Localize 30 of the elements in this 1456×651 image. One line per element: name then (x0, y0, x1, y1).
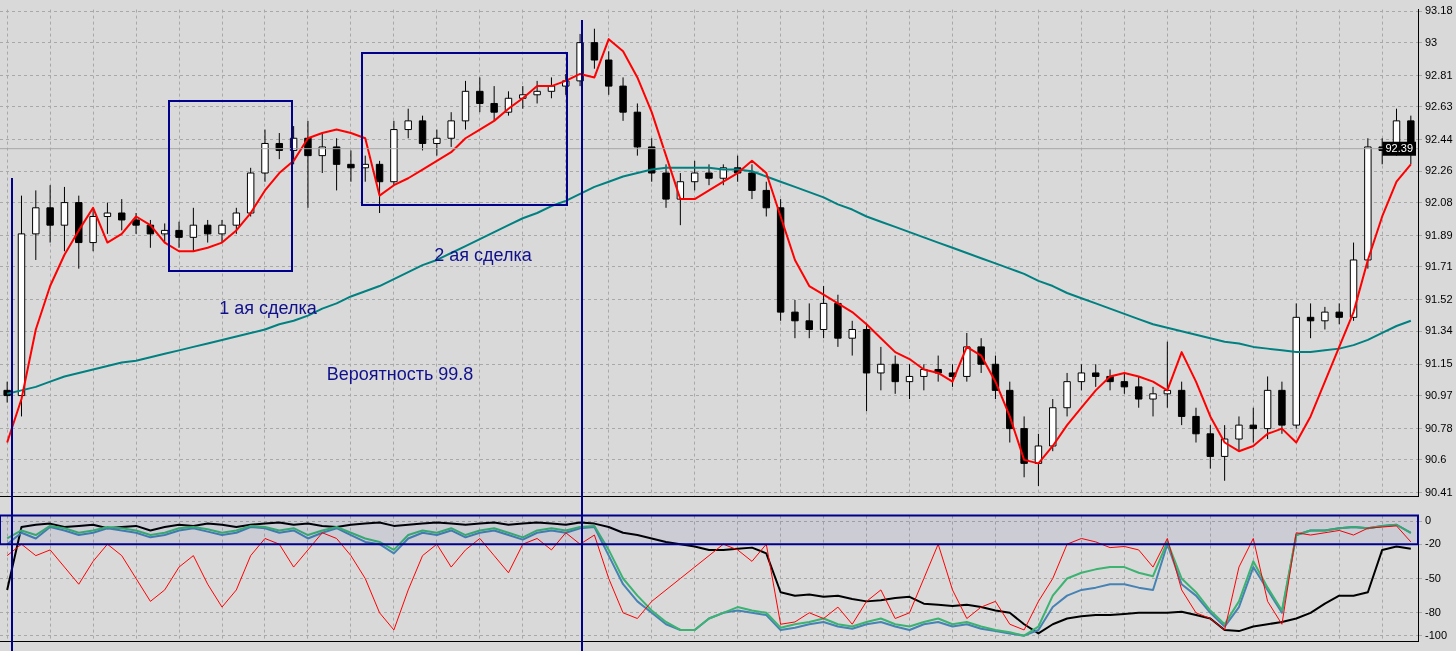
candlestick (920, 363, 928, 391)
candlestick (46, 184, 54, 244)
y-tick-label: 92.08 (1425, 195, 1453, 208)
y-tick-label: 91.34 (1425, 324, 1453, 337)
y-tick-label: 91.89 (1425, 228, 1453, 241)
y-tick-label: -50 (1425, 571, 1441, 584)
annotation: 1 ая сделка (219, 297, 318, 318)
y-tick-label: -20 (1425, 537, 1441, 550)
y-tick-label: 91.52 (1425, 292, 1453, 305)
y-tick-label: -100 (1425, 628, 1448, 641)
annotation: Вероятность 99.8 (326, 363, 474, 384)
y-tick-label: 90.97 (1425, 388, 1453, 401)
y-tick-label: 91.71 (1425, 259, 1453, 272)
y-tick-label: 90.6 (1425, 452, 1447, 465)
candlestick (1149, 386, 1157, 417)
y-tick-label: 92.81 (1425, 68, 1453, 81)
y-tick-label: 90.41 (1425, 485, 1453, 498)
candlestick (447, 111, 455, 148)
y-tick-label: 0 (1425, 514, 1432, 527)
y-tick-label: 92.44 (1425, 133, 1453, 146)
y-tick-label: 93 (1425, 35, 1438, 48)
y-tick-label: 92.63 (1425, 99, 1453, 112)
candlestick (132, 212, 140, 235)
y-tick-label: 93.18 (1425, 4, 1453, 17)
y-tick-label: 90.78 (1425, 421, 1453, 434)
y-tick-label: 91.15 (1425, 357, 1453, 370)
candlestick (490, 85, 498, 122)
y-tick-label: 92.26 (1425, 164, 1453, 177)
y-tick-label: -80 (1425, 605, 1441, 618)
ref-line-label: 92.39 (1385, 141, 1413, 154)
